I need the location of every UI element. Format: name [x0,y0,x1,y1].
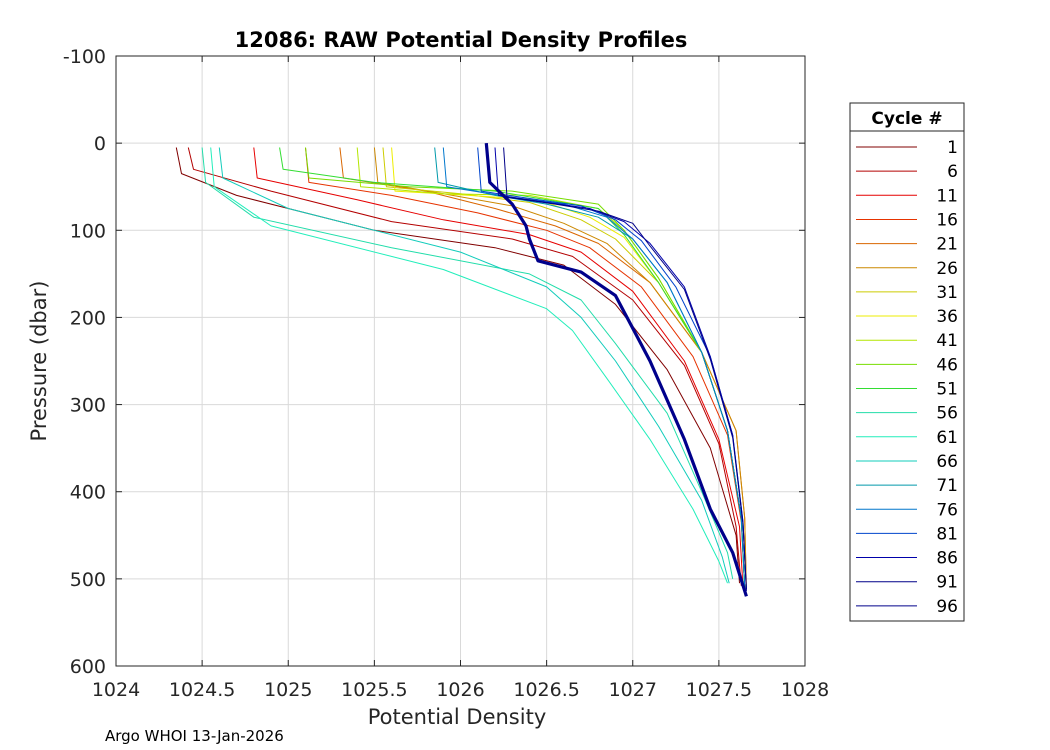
legend-label: 71 [936,476,958,496]
x-axis-label: Potential Density [368,705,547,729]
x-tick-label: 1027 [609,679,657,701]
legend-label: 96 [936,597,958,617]
y-tick-label: 0 [94,133,106,155]
legend-label: 1 [947,138,958,158]
legend-box [849,102,965,622]
legend-label: 6 [947,162,958,182]
y-tick-label: 500 [70,569,106,591]
profile-line-cycle-11 [253,147,744,588]
profile-line-cycle-76 [442,147,746,588]
x-tick-label: 1024 [92,679,140,701]
profile-line-cycle-91 [503,147,747,592]
legend-label: 61 [936,428,958,448]
legend-label: 36 [936,307,958,327]
y-tick-label: 200 [70,307,106,329]
profile-line-cycle-1 [175,147,740,584]
y-tick-label: -100 [63,46,106,68]
footer-credit: Argo WHOI 13-Jan-2026 [105,727,284,745]
legend-label: 66 [936,452,958,472]
legend-label: 51 [936,380,958,400]
legend-label: 11 [936,186,958,206]
legend-label: 81 [936,524,958,544]
legend-title: Cycle # [871,109,942,129]
x-tick-label: 1027.5 [686,679,752,701]
chart-title: 12086: RAW Potential Density Profiles [235,28,688,52]
legend-label: 46 [936,355,958,375]
x-tick-label: 1025 [264,679,312,701]
legend-label: 86 [936,549,958,569]
x-tick-label: 1025.5 [341,679,407,701]
x-tick-label: 1026 [436,679,484,701]
x-tick-label: 1024.5 [169,679,235,701]
x-tick-label: 1028 [781,679,829,701]
y-axis-label: Pressure (dbar) [27,281,51,442]
profile-line-cycle-6 [187,147,742,586]
legend-label: 41 [936,331,958,351]
legend-label: 56 [936,404,958,424]
y-tick-label: 400 [70,482,106,504]
legend: Cycle # 16111621263136414651566166717681… [849,102,965,622]
profile-line-cycle-16 [305,147,746,588]
legend-label: 31 [936,283,958,303]
profile-line-cycle-96 [484,142,748,597]
legend-label: 91 [936,573,958,593]
legend-label: 76 [936,500,958,520]
legend-label: 16 [936,210,958,230]
y-tick-label: 300 [70,395,106,417]
legend-label: 26 [936,259,958,279]
y-tick-label: 100 [70,220,106,242]
axis-ticks: 1024 1024.5 1025 1025.5 1026 1026.5 1027 1027.5… [63,46,829,701]
profile-series [175,142,748,597]
x-tick-label: 1026.5 [513,679,579,701]
profile-line-cycle-61 [210,147,728,584]
legend-label: 21 [936,235,958,255]
profile-line-cycle-66 [218,147,730,584]
y-tick-label: 600 [70,656,106,678]
